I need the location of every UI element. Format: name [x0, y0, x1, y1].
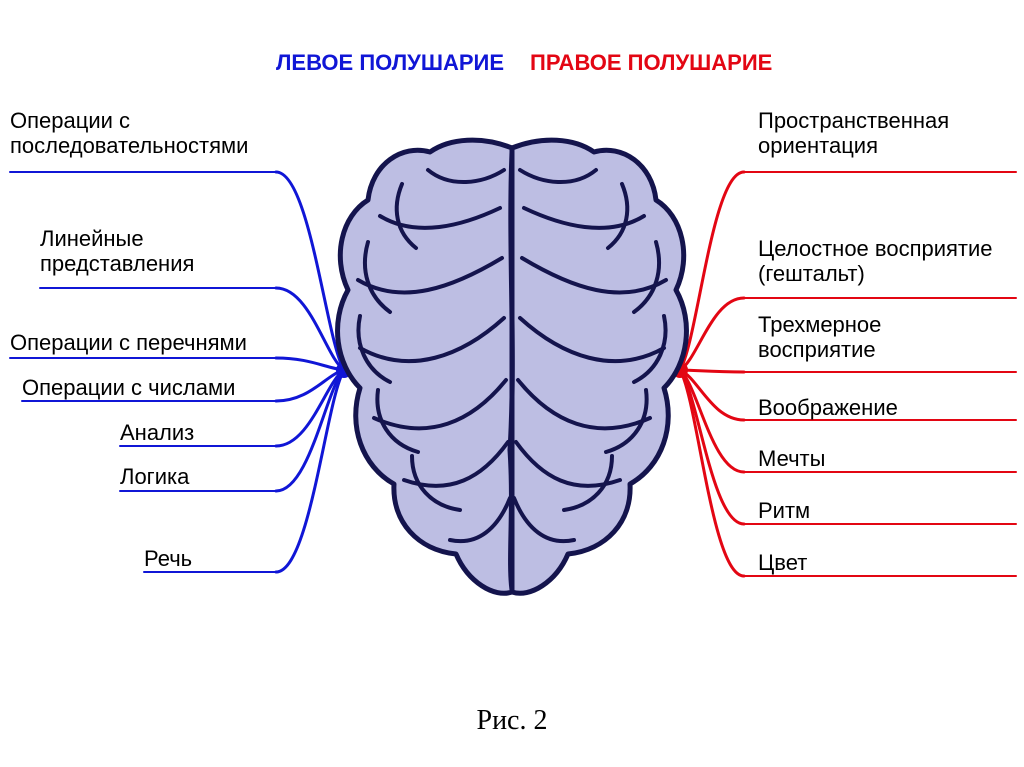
left-label-6: Речь: [144, 546, 192, 571]
brain-right-hemisphere: [512, 140, 686, 593]
left-label-4: Анализ: [120, 420, 194, 445]
left-label-5: Логика: [120, 464, 189, 489]
brain-central-fissure: [510, 152, 512, 590]
left-label-3: Операции с числами: [22, 375, 235, 400]
right-label-5: Ритм: [758, 498, 810, 523]
left-label-0: Операции с последовательностями: [10, 108, 248, 159]
right-label-4: Мечты: [758, 446, 825, 471]
figure-caption: Рис. 2: [0, 705, 1024, 737]
left-label-2: Операции с перечнями: [10, 330, 247, 355]
brain-illustration: [332, 130, 692, 610]
right-label-1: Целостное восприятие (гештальт): [758, 236, 993, 287]
brain-svg: [332, 130, 692, 610]
right-label-2: Трехмерное восприятие: [758, 312, 881, 363]
right-label-3: Воображение: [758, 395, 898, 420]
right-label-6: Цвет: [758, 550, 807, 575]
right-label-0: Пространственная ориентация: [758, 108, 949, 159]
left-label-1: Линейные представления: [40, 226, 194, 277]
diagram-stage: ЛЕВОЕ ПОЛУШАРИЕ ПРАВОЕ ПОЛУШАРИЕ: [0, 0, 1024, 767]
brain-left-hemisphere: [338, 140, 512, 593]
